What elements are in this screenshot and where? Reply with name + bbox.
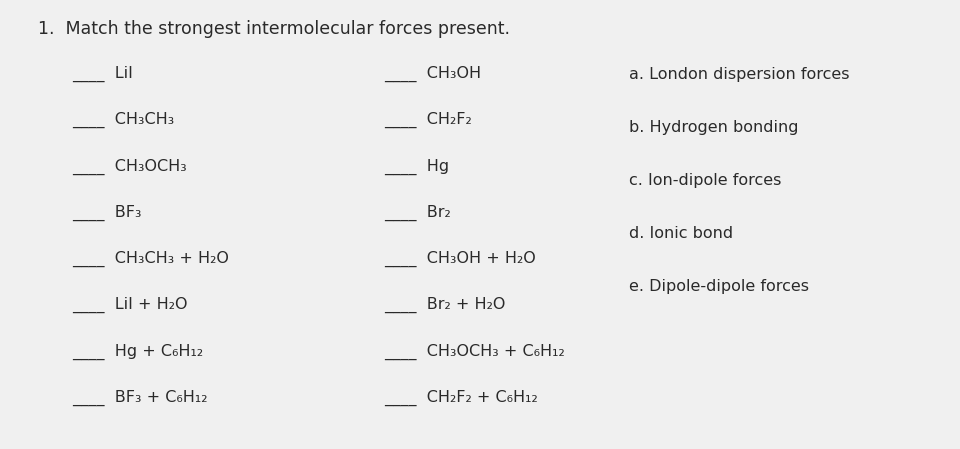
Text: ____  CH₃OCH₃: ____ CH₃OCH₃ [72, 158, 187, 175]
Text: 1.  Match the strongest intermolecular forces present.: 1. Match the strongest intermolecular fo… [38, 20, 511, 38]
Text: e. Dipole-dipole forces: e. Dipole-dipole forces [629, 278, 808, 294]
Text: ____  Br₂ + H₂O: ____ Br₂ + H₂O [384, 297, 505, 313]
Text: d. Ionic bond: d. Ionic bond [629, 225, 732, 241]
Text: ____  CH₃CH₃: ____ CH₃CH₃ [72, 112, 175, 128]
Text: ____  LiI: ____ LiI [72, 66, 132, 82]
Text: ____  CH₂F₂ + C₆H₁₂: ____ CH₂F₂ + C₆H₁₂ [384, 390, 538, 406]
Text: ____  CH₃CH₃ + H₂O: ____ CH₃CH₃ + H₂O [72, 251, 228, 267]
Text: ____  CH₃OH: ____ CH₃OH [384, 66, 481, 82]
Text: ____  Hg: ____ Hg [384, 158, 449, 175]
Text: c. Ion-dipole forces: c. Ion-dipole forces [629, 172, 781, 188]
Text: ____  CH₃OH + H₂O: ____ CH₃OH + H₂O [384, 251, 536, 267]
Text: ____  BF₃ + C₆H₁₂: ____ BF₃ + C₆H₁₂ [72, 390, 207, 406]
Text: a. London dispersion forces: a. London dispersion forces [629, 66, 850, 82]
Text: ____  LiI + H₂O: ____ LiI + H₂O [72, 297, 187, 313]
Text: ____  CH₂F₂: ____ CH₂F₂ [384, 112, 471, 128]
Text: b. Hydrogen bonding: b. Hydrogen bonding [629, 119, 799, 135]
Text: ____  BF₃: ____ BF₃ [72, 205, 141, 221]
Text: ____  CH₃OCH₃ + C₆H₁₂: ____ CH₃OCH₃ + C₆H₁₂ [384, 343, 564, 360]
Text: ____  Hg + C₆H₁₂: ____ Hg + C₆H₁₂ [72, 343, 204, 360]
Text: ____  Br₂: ____ Br₂ [384, 205, 451, 221]
